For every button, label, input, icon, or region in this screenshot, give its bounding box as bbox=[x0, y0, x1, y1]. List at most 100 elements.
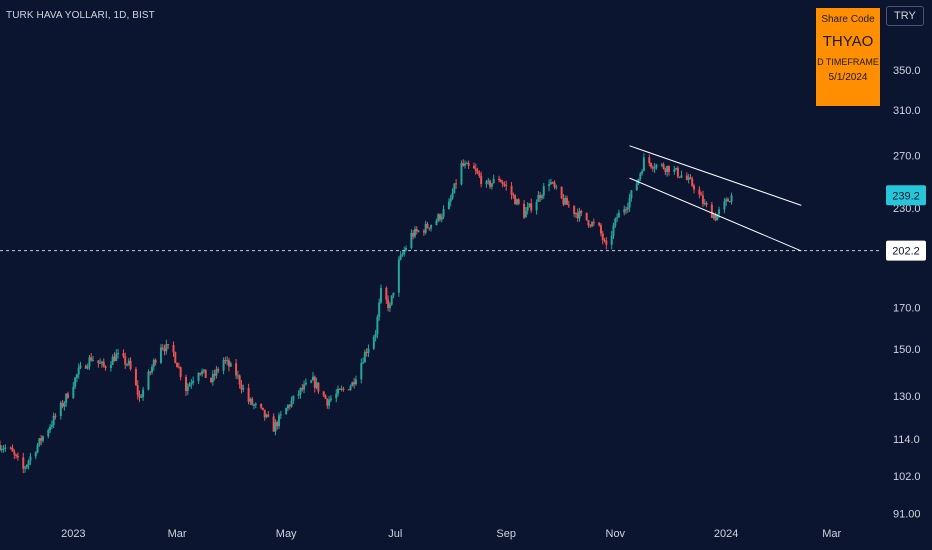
candle bbox=[514, 194, 517, 205]
candle-body bbox=[84, 365, 87, 369]
candle bbox=[653, 162, 656, 173]
candle bbox=[254, 402, 257, 409]
candle-body bbox=[392, 292, 395, 296]
candle-body bbox=[562, 198, 565, 205]
candle-body bbox=[24, 467, 27, 469]
candle-body bbox=[503, 184, 506, 186]
candle bbox=[285, 407, 288, 415]
candle bbox=[297, 390, 300, 399]
currency-button[interactable]: TRY bbox=[886, 6, 924, 26]
candle-body bbox=[9, 447, 12, 449]
candle-body bbox=[72, 386, 75, 398]
candle bbox=[329, 394, 332, 403]
candle-body bbox=[136, 384, 139, 395]
candle bbox=[399, 251, 402, 261]
candle bbox=[322, 390, 325, 398]
candle bbox=[299, 387, 302, 399]
candle-body bbox=[599, 225, 602, 234]
candle bbox=[372, 334, 375, 351]
candle bbox=[142, 386, 145, 401]
candle bbox=[252, 403, 255, 410]
candle bbox=[472, 162, 475, 169]
candle bbox=[501, 180, 504, 188]
candle bbox=[379, 284, 382, 304]
candle-body bbox=[272, 416, 275, 432]
candle-body bbox=[565, 198, 568, 205]
candle-body bbox=[487, 180, 490, 182]
candle bbox=[462, 159, 465, 167]
candle-body bbox=[555, 186, 558, 188]
candle bbox=[490, 183, 493, 190]
candle-body bbox=[86, 366, 89, 369]
candle bbox=[75, 373, 78, 383]
candle-body bbox=[312, 376, 315, 381]
x-tick-label: 2024 bbox=[714, 528, 738, 540]
candle-body bbox=[151, 366, 154, 373]
candle bbox=[428, 227, 431, 231]
candle bbox=[201, 368, 204, 377]
candle-body bbox=[109, 364, 112, 369]
candle-body bbox=[125, 364, 128, 366]
candle bbox=[424, 220, 427, 235]
candle bbox=[161, 344, 164, 351]
candle-body bbox=[337, 388, 340, 394]
candle-body bbox=[161, 347, 164, 349]
candle bbox=[648, 154, 651, 167]
y-tick-label: 230.0 bbox=[893, 203, 921, 215]
candle bbox=[625, 206, 628, 215]
candle-body bbox=[61, 402, 64, 407]
candle bbox=[249, 397, 252, 406]
candle-body bbox=[290, 400, 293, 407]
candle-body bbox=[54, 415, 57, 417]
candle bbox=[614, 217, 617, 228]
candle-body bbox=[49, 426, 52, 431]
candle bbox=[705, 201, 708, 208]
candle-body bbox=[514, 195, 517, 205]
candle bbox=[41, 435, 44, 443]
candle bbox=[564, 195, 567, 206]
candle-body bbox=[227, 360, 230, 367]
candle bbox=[489, 179, 492, 189]
candle-body bbox=[430, 224, 433, 229]
candle bbox=[710, 201, 713, 218]
candle-body bbox=[478, 173, 481, 176]
candle-body bbox=[140, 397, 143, 399]
candle bbox=[186, 383, 189, 395]
candle bbox=[236, 370, 239, 380]
candle-body bbox=[111, 356, 114, 365]
candle bbox=[174, 351, 177, 364]
channel-lower-line bbox=[629, 177, 802, 252]
candle bbox=[387, 295, 390, 312]
candle-body bbox=[204, 369, 207, 378]
y-tick-label: 102.0 bbox=[893, 471, 921, 483]
candle bbox=[376, 314, 379, 339]
candle-body bbox=[464, 163, 467, 166]
candle-body bbox=[190, 382, 193, 384]
candle bbox=[667, 165, 670, 176]
candle bbox=[585, 212, 588, 221]
share-code-label: Share Code bbox=[821, 14, 875, 25]
candle-body bbox=[79, 365, 82, 368]
candle-body bbox=[653, 167, 656, 169]
price-line-label: 202.2 bbox=[892, 246, 920, 258]
candle bbox=[639, 171, 642, 181]
candle-body bbox=[716, 214, 719, 221]
candle bbox=[528, 203, 531, 208]
candle bbox=[0, 445, 3, 453]
candle bbox=[338, 388, 341, 390]
candle bbox=[362, 357, 365, 364]
candle-body bbox=[117, 353, 120, 355]
candle-body bbox=[142, 389, 145, 398]
candle-body bbox=[34, 452, 37, 457]
candle-body bbox=[16, 455, 19, 458]
candle bbox=[530, 198, 533, 213]
candle-body bbox=[299, 387, 302, 395]
candles bbox=[0, 153, 733, 474]
candle bbox=[328, 396, 331, 410]
candle-body bbox=[315, 382, 318, 388]
candle bbox=[610, 230, 613, 250]
candle bbox=[392, 292, 395, 299]
candle-body bbox=[664, 168, 667, 173]
